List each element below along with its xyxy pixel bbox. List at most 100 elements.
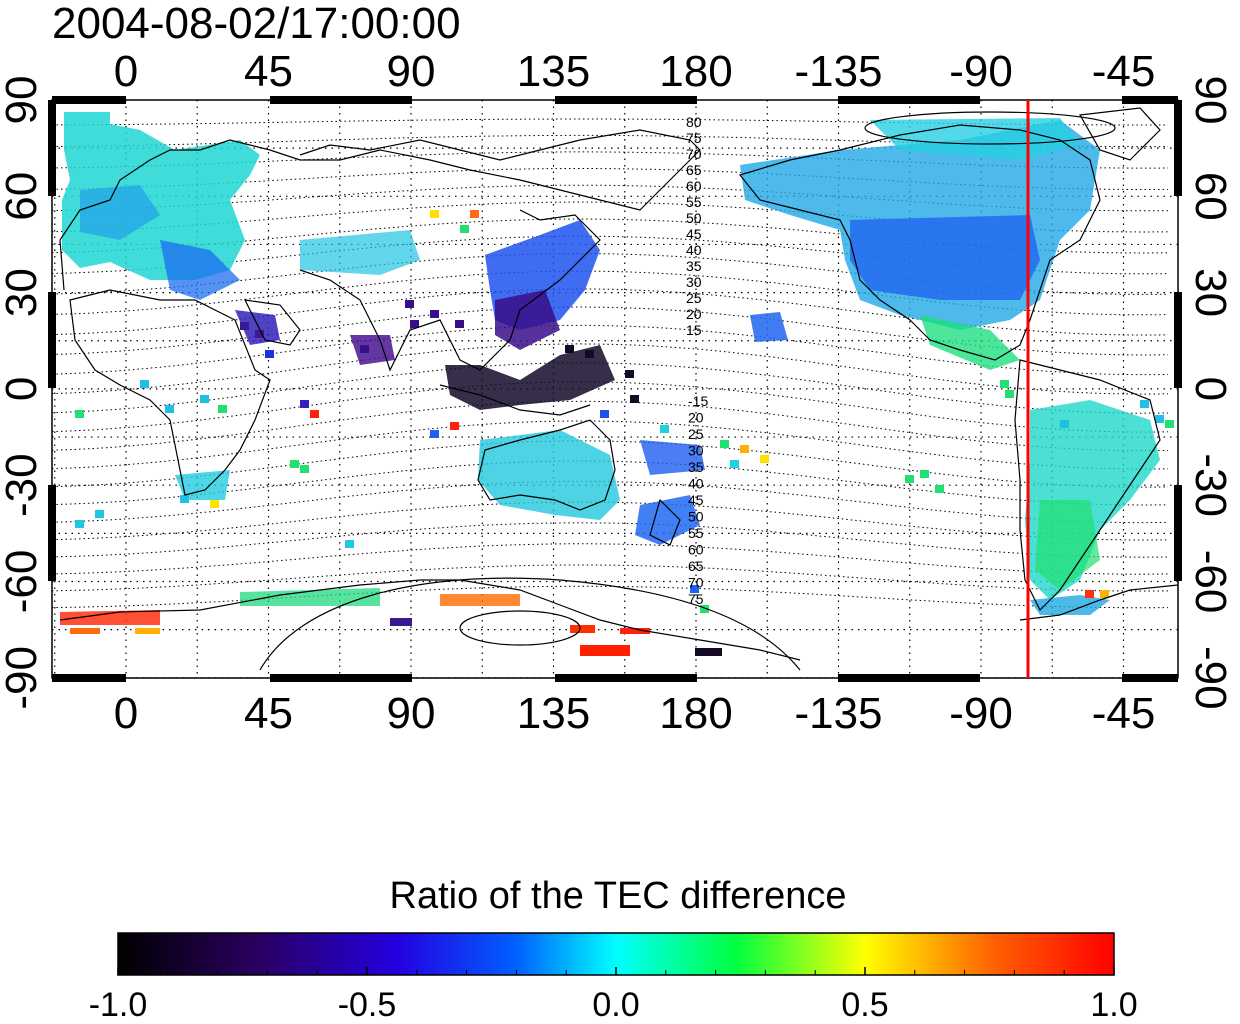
contour-label: 65 bbox=[688, 558, 704, 574]
coast-nz bbox=[649, 498, 681, 546]
contour-label: 40 bbox=[688, 476, 704, 492]
scatter-patch bbox=[690, 585, 699, 593]
lon-tick-label: 180 bbox=[659, 47, 732, 96]
patch-arabia bbox=[235, 310, 280, 345]
patch-asia-strip bbox=[300, 230, 420, 275]
colorbar-tick-label: -0.5 bbox=[338, 986, 397, 1024]
magnetic-pole-north-contour bbox=[864, 111, 1116, 145]
coast-arabia bbox=[243, 299, 301, 346]
scatter-patch bbox=[75, 410, 84, 418]
scatter-patch bbox=[290, 460, 299, 468]
scatter-patch bbox=[200, 395, 209, 403]
scatter-patch bbox=[660, 425, 669, 433]
contour-label: 75 bbox=[686, 130, 702, 146]
scatter-patch bbox=[730, 460, 739, 468]
contour-label: 70 bbox=[688, 575, 704, 591]
figure-title: 2004-08-02/17:00:00 bbox=[52, 0, 461, 48]
scatter-patch bbox=[455, 320, 464, 328]
contour-label: 40 bbox=[686, 242, 702, 258]
contour-label: 80 bbox=[686, 114, 702, 130]
scatter-patch bbox=[630, 395, 639, 403]
longitude-axis-top: 0 45 90 135 180 -135 -90 -45 bbox=[114, 47, 1156, 96]
scatter-patch bbox=[75, 520, 84, 528]
coast-north-america bbox=[738, 124, 1101, 361]
lon-tick-label: 45 bbox=[244, 689, 293, 738]
scatter-patch bbox=[700, 605, 709, 613]
lat-tick-label: 30 bbox=[1186, 268, 1235, 317]
scatter-patch bbox=[210, 500, 219, 508]
patch-antarctica-7 bbox=[620, 628, 650, 634]
coast-africa bbox=[69, 289, 271, 496]
colorbar: Ratio of the TEC difference -1.0 -0.5 0.0 0… bbox=[89, 875, 1138, 1024]
patch-antarctica-6 bbox=[570, 625, 595, 633]
scatter-patch bbox=[1155, 415, 1164, 423]
scatter-patch bbox=[430, 210, 439, 218]
patch-tasman bbox=[640, 440, 705, 475]
colorbar-tick-label: 0.0 bbox=[592, 986, 639, 1024]
contour-label: -15 bbox=[688, 393, 708, 409]
lon-tick-label: -45 bbox=[1092, 47, 1156, 96]
colorbar-ticks: -1.0 -0.5 0.0 0.5 1.0 bbox=[89, 967, 1138, 1024]
contour-label: 60 bbox=[686, 178, 702, 194]
contour-label: 30 bbox=[686, 274, 702, 290]
contour-label: 50 bbox=[686, 210, 702, 226]
lat-tick-label: 90 bbox=[1186, 76, 1235, 125]
colorbar-title: Ratio of the TEC difference bbox=[390, 875, 847, 917]
patch-india bbox=[350, 335, 395, 365]
patch-antarctica-3 bbox=[135, 628, 160, 634]
contour-label: 35 bbox=[688, 459, 704, 475]
contour-label: 25 bbox=[688, 426, 704, 442]
scatter-patch bbox=[240, 322, 249, 330]
scatter-patch bbox=[565, 345, 574, 353]
contour-label: 45 bbox=[688, 492, 704, 508]
lon-tick-label: 0 bbox=[114, 689, 138, 738]
scatter-patch bbox=[1100, 590, 1109, 598]
scatter-patch bbox=[410, 320, 419, 328]
scatter-patch bbox=[140, 380, 149, 388]
contour-label: 20 bbox=[688, 410, 704, 426]
scatter-patch bbox=[920, 470, 929, 478]
patch-europe-2 bbox=[80, 185, 160, 240]
contour-label: 20 bbox=[686, 306, 702, 322]
patch-s-africa bbox=[175, 470, 230, 500]
latitude-axis-right: 90 60 30 0 -30 -60 -90 bbox=[1186, 76, 1235, 710]
scatter-patch bbox=[1005, 390, 1014, 398]
lon-tick-label: 135 bbox=[517, 689, 590, 738]
scatter-patch bbox=[585, 350, 594, 358]
coast-south-america bbox=[1014, 359, 1161, 612]
patch-antarctica-2 bbox=[70, 628, 100, 634]
scatter-patch bbox=[1000, 380, 1009, 388]
lon-tick-label: 90 bbox=[387, 689, 436, 738]
lon-tick-label: 0 bbox=[114, 47, 138, 96]
coast-eurasia bbox=[59, 129, 701, 291]
contour-label: 65 bbox=[686, 162, 702, 178]
scatter-patch bbox=[300, 400, 309, 408]
map-grid bbox=[52, 100, 1178, 678]
contour-label: 75 bbox=[688, 591, 704, 607]
scatter-patch bbox=[430, 430, 439, 438]
colorbar-tick-label: 0.5 bbox=[841, 986, 888, 1024]
scatter-patch bbox=[265, 350, 274, 358]
scatter-patch bbox=[450, 422, 459, 430]
longitude-axis-bottom: 0 45 90 135 180 -135 -90 -45 bbox=[114, 689, 1156, 738]
lon-tick-label: 180 bbox=[659, 689, 732, 738]
lon-tick-label: -135 bbox=[794, 47, 882, 96]
lat-tick-label: 0 bbox=[1186, 377, 1235, 401]
scatter-patch bbox=[720, 440, 729, 448]
lat-tick-label: 30 bbox=[0, 268, 46, 317]
scatter-patches bbox=[75, 210, 1174, 613]
scatter-patch bbox=[740, 445, 749, 453]
patch-se-asia-dark bbox=[445, 345, 615, 410]
contour-label: 55 bbox=[688, 525, 704, 541]
coast-indonesia bbox=[439, 384, 591, 416]
lat-tick-label: -90 bbox=[0, 646, 46, 710]
scatter-patch bbox=[1140, 400, 1149, 408]
scatter-patch bbox=[95, 510, 104, 518]
scatter-patch bbox=[255, 330, 264, 338]
contour-label: 35 bbox=[686, 258, 702, 274]
scatter-patch bbox=[935, 485, 944, 493]
scatter-patch bbox=[600, 410, 609, 418]
